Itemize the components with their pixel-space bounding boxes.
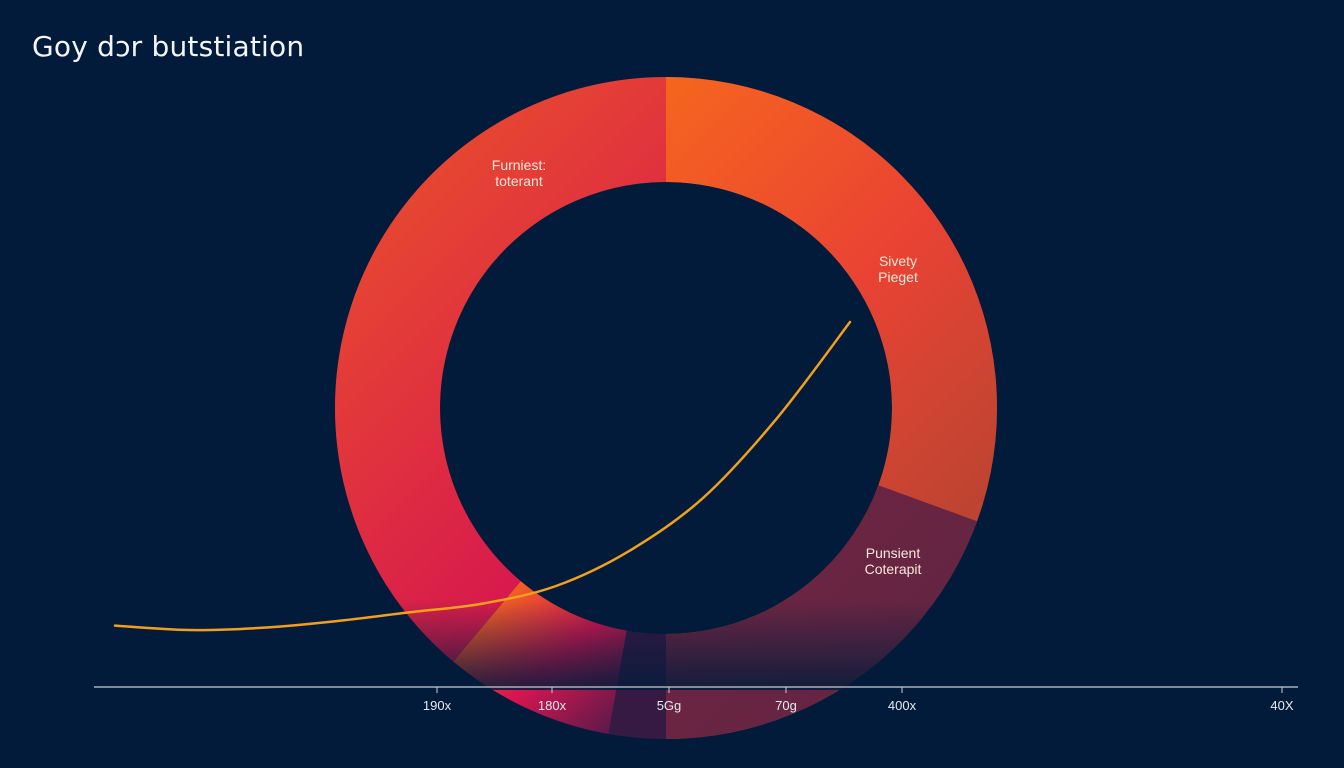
slice-label: Furniest: toterant [492,157,546,189]
x-tick-label: 40X [1270,698,1293,713]
x-tick-label: 5Gg [657,698,682,713]
slice-label-line: Coterapit [865,561,922,577]
slice-label: Punsient Coterapit [865,545,922,577]
trend-curve-layer [113,320,852,632]
slice-labels: Furniest: toterant Sivety Pieget Punsient Cot… [492,157,922,577]
x-tick-label: 180x [538,698,567,713]
ring-bottom-fade [300,600,1040,690]
x-tick-label: 400x [888,698,917,713]
x-tick-label: 70g [775,698,797,713]
x-tick-label: 190x [423,698,452,713]
x-axis: 190x 180x 5Gg 70g 400x 40X [94,686,1298,713]
slice-label-line: Pieget [878,269,918,285]
slice-label-line: toterant [495,173,543,189]
slice-label: Sivety Pieget [878,253,918,285]
trend-curve [113,320,852,632]
slice-label-line: Furniest: [492,157,546,173]
chart-title: Goy dɔr butstiation [32,30,305,63]
slice-label-line: Punsient [866,545,921,561]
donut-ring [300,77,1040,740]
slice-label-line: Sivety [879,253,917,269]
